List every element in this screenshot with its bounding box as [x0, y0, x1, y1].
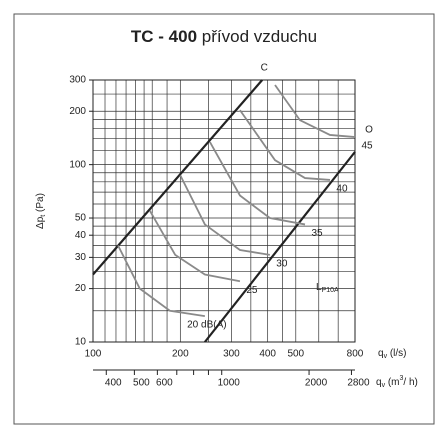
ylabel-sub: t: [40, 215, 47, 217]
x-tick-label: 100: [85, 349, 102, 360]
annotation: LP10A: [316, 282, 339, 294]
x2label-part: q: [376, 377, 382, 388]
series-line: [149, 210, 241, 283]
series-line: [274, 84, 356, 138]
title-bold: TC - 400: [131, 27, 197, 46]
x2-tick-label: 1000: [218, 378, 241, 389]
x2label-part: (m: [385, 377, 399, 388]
x-tick-label: 400: [259, 349, 276, 360]
ylabel-part: Δp: [35, 216, 46, 229]
series-label: C: [261, 63, 268, 74]
series-line: [239, 109, 331, 181]
series-label: 25: [246, 285, 258, 296]
y-tick-label: 10: [75, 337, 87, 348]
xlabel-part: q: [378, 348, 384, 359]
y-tick-label: 300: [69, 75, 86, 86]
x2-tick-label: 500: [133, 378, 150, 389]
x2label-sup: 3: [400, 375, 404, 382]
x-axis-label: qv (l/s): [378, 348, 407, 360]
title-rest: přívod vzduchu: [202, 27, 317, 46]
x2label-part: / h): [403, 377, 417, 388]
series-line: [209, 141, 306, 226]
x-tick-label: 800: [347, 349, 364, 360]
chart-title: TC - 400 přívod vzduchu: [131, 27, 317, 46]
y-tick-label: 30: [75, 252, 87, 263]
y-tick-label: 100: [69, 159, 86, 170]
ylabel-part: (Pa): [35, 193, 46, 215]
x-tick-label: 200: [172, 349, 189, 360]
annotation-sub: P10A: [322, 287, 339, 294]
y-axis-label: Δpt (Pa): [35, 193, 47, 229]
x-tick-label: 300: [223, 349, 240, 360]
y-tick-label: 40: [75, 230, 87, 241]
x2-tick-label: 600: [156, 378, 173, 389]
plot-frame: [92, 79, 356, 343]
x2-tick-label: 2800: [347, 378, 370, 389]
y-tick-label: 50: [75, 213, 87, 224]
series-line: [204, 151, 356, 343]
x-tick-label: 500: [287, 349, 304, 360]
series-label: 40: [336, 184, 348, 195]
x2-axis-label: qv (m3/ h): [376, 375, 418, 389]
series-label: O: [365, 125, 373, 136]
series-line: [179, 174, 270, 256]
x2-tick-label: 400: [105, 378, 122, 389]
y-tick-label: 20: [75, 283, 87, 294]
series-line: [92, 79, 264, 276]
series-label: 35: [311, 228, 323, 239]
xlabel-sub: v: [384, 353, 388, 360]
x2label-sub: v: [382, 382, 386, 389]
x2-tick-label: 2000: [305, 378, 328, 389]
xlabel-part: (l/s): [387, 348, 406, 359]
series-line: [117, 245, 206, 317]
frame: [13, 13, 435, 425]
series-label: 45: [361, 141, 373, 152]
series-label: 20 dB(A): [187, 320, 226, 331]
y-tick-label: 200: [69, 106, 86, 117]
series-label: 30: [276, 258, 288, 269]
